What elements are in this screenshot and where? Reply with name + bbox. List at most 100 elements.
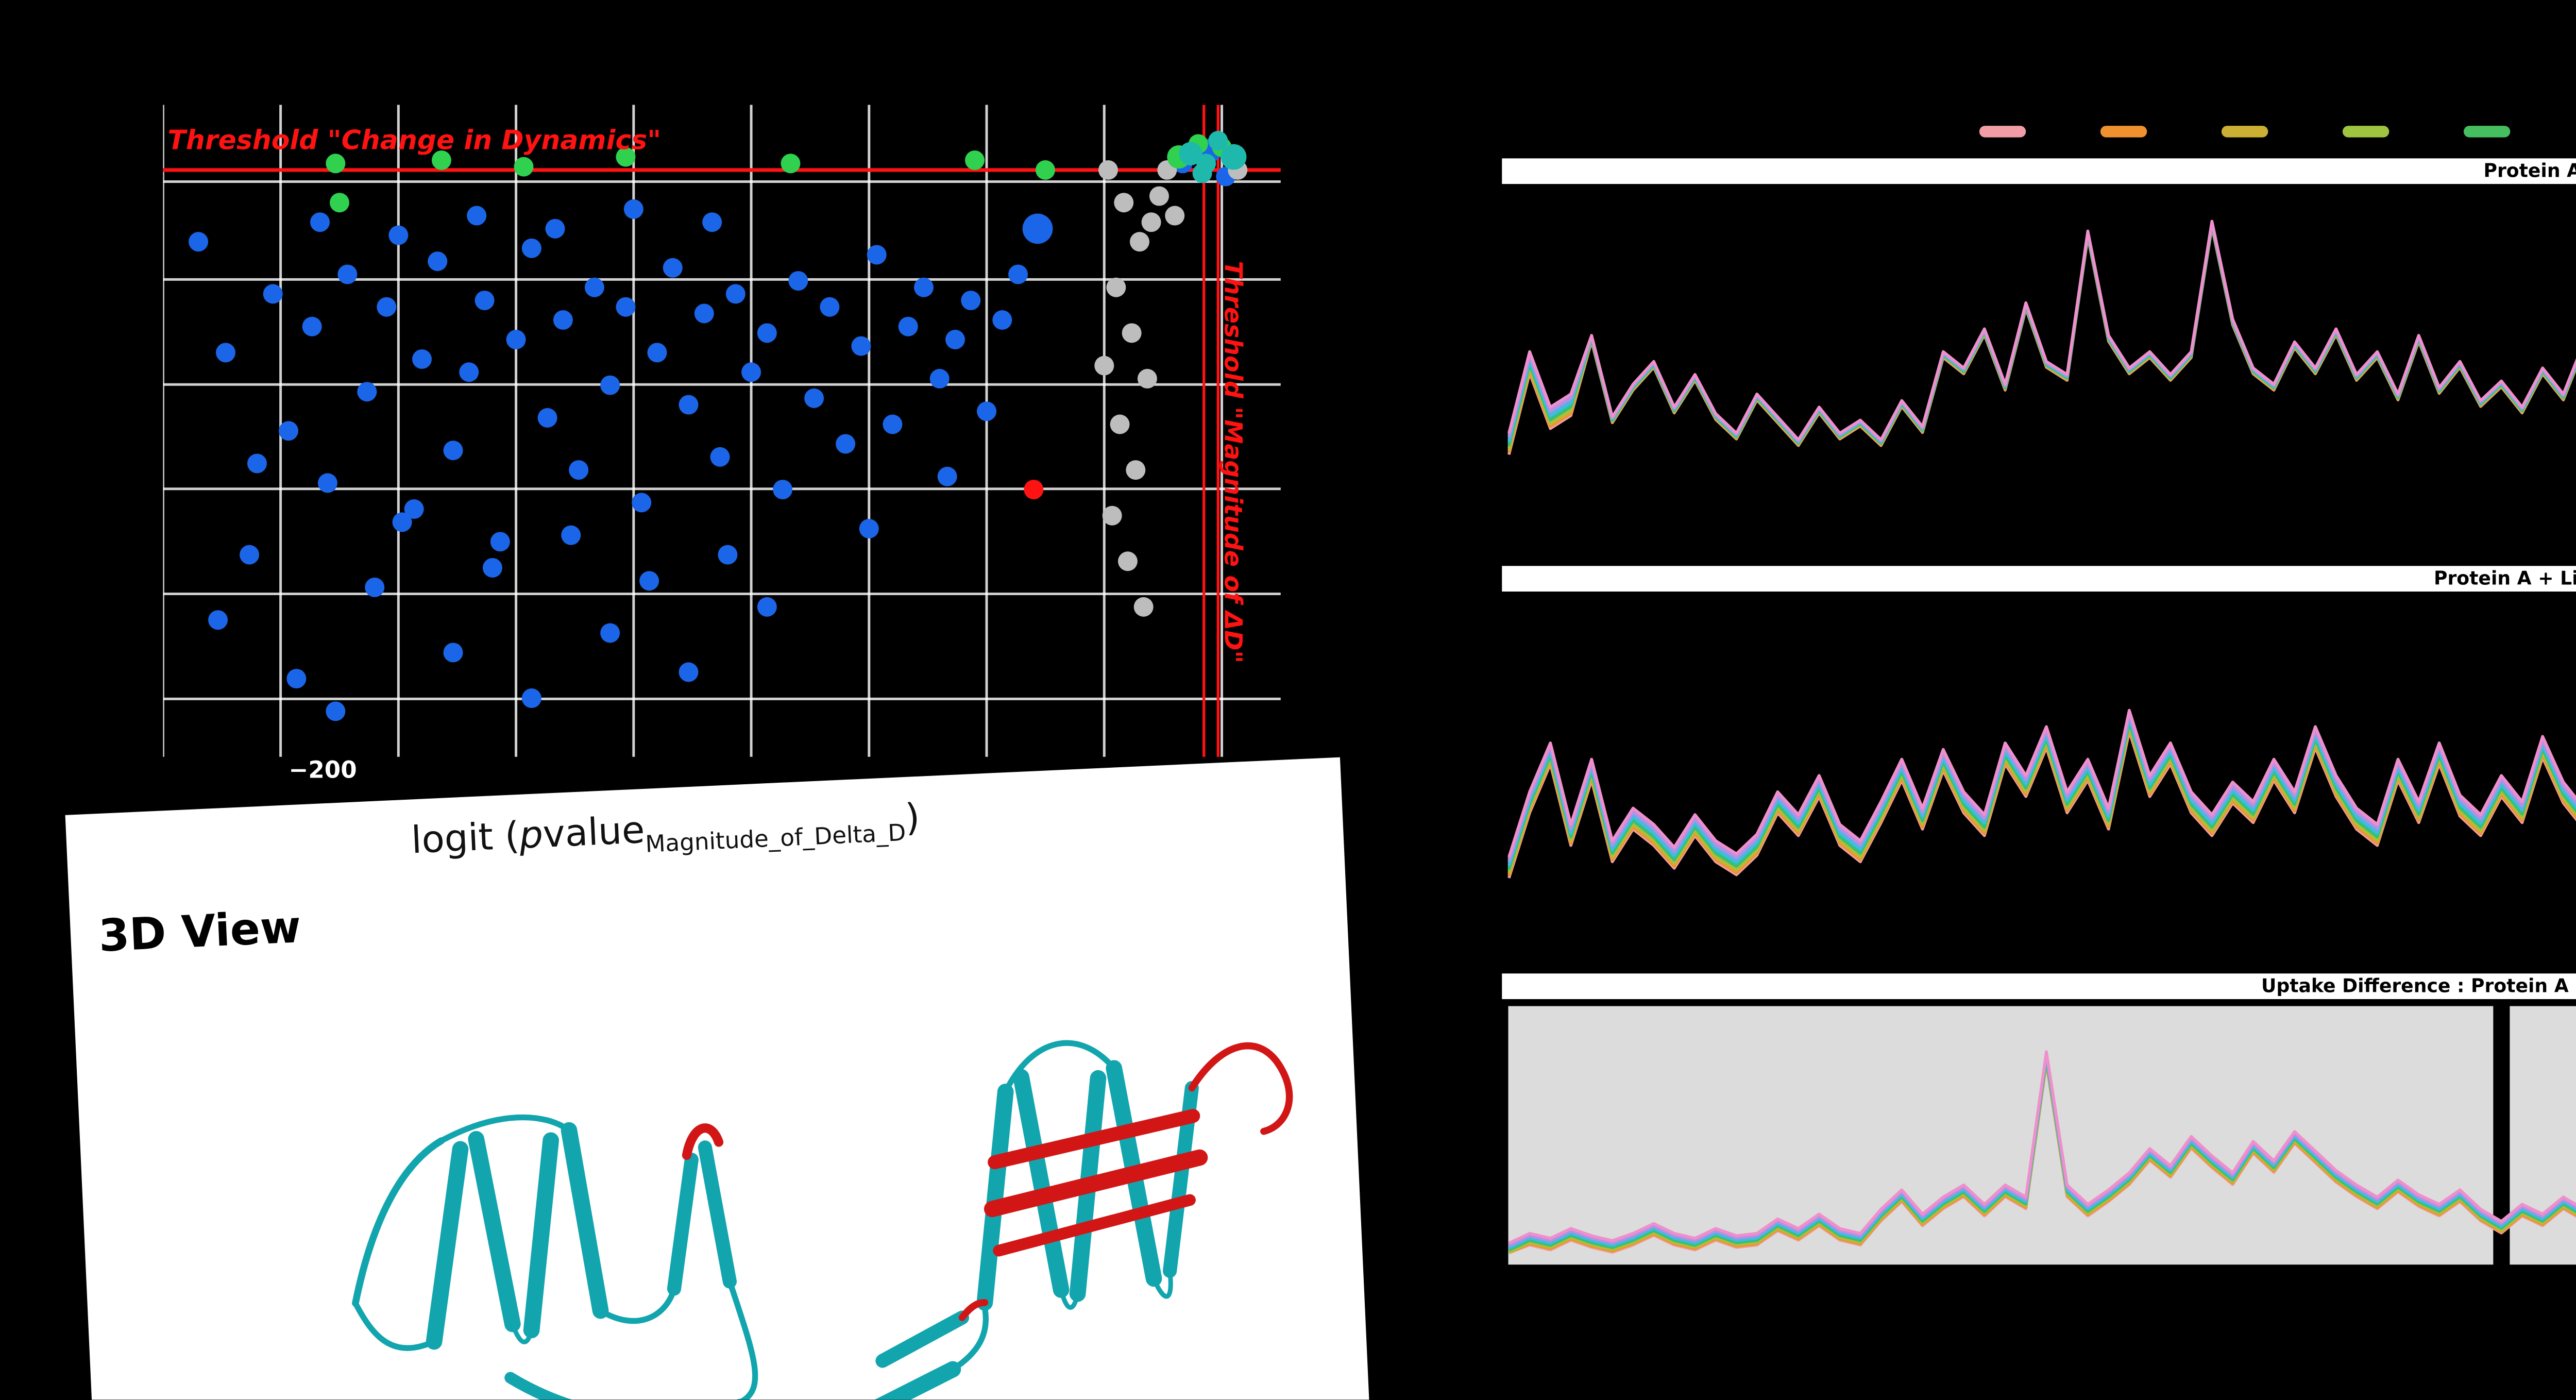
legend-item[interactable] — [2463, 126, 2511, 137]
scatter-point[interactable] — [1208, 131, 1228, 150]
scatter-point[interactable] — [1130, 232, 1149, 252]
scatter-point[interactable] — [521, 238, 541, 258]
scatter-point[interactable] — [914, 277, 934, 297]
scatter-point[interactable] — [459, 362, 479, 382]
scatter-point[interactable] — [820, 297, 840, 317]
scatter-point[interactable] — [741, 362, 761, 382]
scatter-point[interactable] — [1110, 414, 1130, 434]
uptake-series-line[interactable] — [1507, 221, 2576, 448]
scatter-point[interactable] — [357, 382, 377, 402]
scatter-point[interactable] — [1106, 277, 1126, 297]
scatter-point[interactable] — [883, 414, 903, 434]
scatter-point[interactable] — [263, 284, 283, 304]
scatter-point[interactable] — [377, 297, 397, 317]
scatter-point[interactable] — [365, 577, 385, 597]
scatter-point[interactable] — [310, 212, 330, 232]
scatter-point[interactable] — [482, 558, 502, 578]
3d-view-panel[interactable]: logit (pvalueMagnitude_of_Delta_D) 3D Vi… — [65, 757, 1372, 1400]
scatter-point[interactable] — [867, 245, 887, 265]
scatter-point[interactable] — [240, 545, 260, 565]
scatter-point[interactable] — [1122, 323, 1142, 343]
uptake-series-line[interactable] — [1507, 663, 2576, 862]
scatter-point[interactable] — [757, 597, 777, 617]
scatter-point[interactable] — [757, 323, 777, 343]
scatter-point[interactable] — [1094, 356, 1114, 376]
scatter-point[interactable] — [781, 154, 801, 174]
scatter-point[interactable] — [286, 669, 307, 689]
scatter-point[interactable] — [1126, 460, 1146, 480]
scatter-point[interactable] — [428, 251, 448, 272]
scatter-point[interactable] — [1117, 551, 1138, 571]
scatter-point[interactable] — [718, 545, 738, 565]
scatter-point[interactable] — [545, 218, 565, 239]
scatter-point[interactable] — [1149, 186, 1169, 206]
scatter-point[interactable] — [443, 441, 463, 461]
scatter-point[interactable] — [392, 512, 412, 532]
scatter-point[interactable] — [317, 473, 337, 493]
scatter-point[interactable] — [965, 150, 985, 170]
uptake-series-line[interactable] — [1507, 652, 2576, 858]
scatter-point[interactable] — [1133, 597, 1154, 617]
scatter-point[interactable] — [330, 193, 349, 213]
uptake-series-line[interactable] — [1507, 225, 2576, 498]
scatter-point[interactable] — [859, 519, 879, 538]
scatter-point[interactable] — [1137, 368, 1157, 389]
scatter-point[interactable] — [663, 258, 683, 278]
scatter-point[interactable] — [404, 499, 424, 519]
scatter-point[interactable] — [474, 291, 495, 311]
scatter-point[interactable] — [804, 388, 824, 408]
scatter-point[interactable] — [898, 316, 918, 336]
scatter-point[interactable] — [702, 212, 722, 232]
scatter-point[interactable] — [725, 284, 745, 304]
scatter-point[interactable] — [302, 316, 322, 336]
scatter-point[interactable] — [929, 368, 950, 389]
scatter-point[interactable] — [189, 232, 209, 252]
scatter-point[interactable] — [1179, 142, 1202, 165]
scatter-point[interactable] — [1098, 160, 1118, 180]
uptake-series-line[interactable] — [1507, 221, 2576, 455]
scatter-point[interactable] — [247, 453, 267, 474]
scatter-point[interactable] — [679, 395, 699, 415]
scatter-point[interactable] — [584, 277, 604, 297]
scatter-point[interactable] — [647, 343, 667, 363]
scatter-point[interactable] — [851, 336, 871, 356]
uptake-series-line[interactable] — [1507, 220, 2576, 442]
scatter-point[interactable] — [412, 349, 432, 369]
scatter-point[interactable] — [1024, 480, 1044, 500]
scatter-point[interactable] — [616, 297, 636, 317]
scatter-point[interactable] — [1035, 160, 1055, 180]
legend-item[interactable] — [1979, 126, 2026, 137]
scatter-point[interactable] — [600, 375, 620, 395]
scatter-point[interactable] — [443, 643, 463, 663]
scatter-point[interactable] — [623, 199, 643, 219]
scatter-point[interactable] — [937, 466, 957, 486]
protein-3d-structure[interactable] — [141, 887, 1340, 1400]
uptake-chart-protein-a[interactable] — [1502, 187, 2576, 552]
scatter-point[interactable] — [1141, 212, 1161, 232]
scatter-point[interactable] — [1022, 213, 1053, 244]
scatter-point[interactable] — [992, 310, 1012, 330]
scatter-point[interactable] — [215, 343, 235, 363]
uptake-series-line[interactable] — [1507, 674, 2576, 866]
scatter-point[interactable] — [836, 434, 856, 454]
scatter-point[interactable] — [1008, 264, 1028, 284]
scatter-point[interactable] — [977, 401, 997, 421]
scatter-point[interactable] — [279, 421, 298, 441]
scatter-point[interactable] — [208, 610, 228, 630]
scatter-point[interactable] — [490, 532, 510, 552]
legend-item[interactable] — [2342, 126, 2389, 137]
scatter-point[interactable] — [1102, 505, 1122, 526]
scatter-point[interactable] — [1165, 206, 1185, 226]
scatter-point[interactable] — [788, 271, 808, 291]
scatter-point[interactable] — [600, 623, 620, 643]
scatter-point[interactable] — [506, 330, 526, 349]
scatter-point[interactable] — [537, 408, 557, 428]
uptake-series-line[interactable] — [1507, 225, 2576, 505]
uptake-difference-chart[interactable] — [1502, 1002, 2576, 1270]
scatter-point[interactable] — [639, 571, 659, 591]
scatter-point[interactable] — [1114, 193, 1134, 213]
scatter-point[interactable] — [326, 154, 346, 174]
scatter-point[interactable] — [521, 688, 541, 709]
scatter-point[interactable] — [388, 225, 409, 245]
volcano-scatter-plot[interactable] — [163, 105, 1281, 757]
